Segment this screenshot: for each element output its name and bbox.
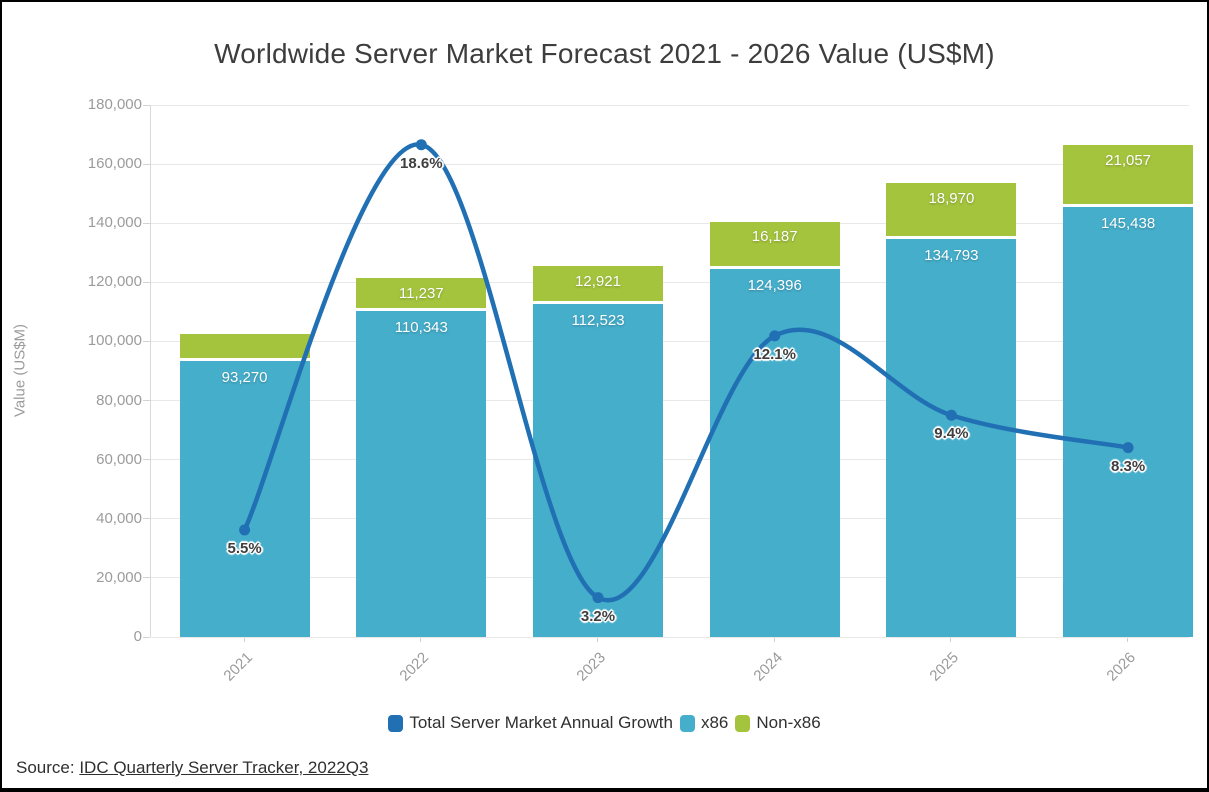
bar-value-label-x86: 124,396 (747, 277, 802, 295)
y-tick-label: 180,000 (87, 96, 142, 113)
legend-label-growth: Total Server Market Annual Growth (409, 713, 673, 732)
gridline (151, 281, 1189, 283)
growth-point (592, 592, 604, 604)
gridline (151, 163, 1189, 165)
chart-title: Worldwide Server Market Forecast 2021 - … (214, 38, 995, 69)
gridline (151, 577, 1189, 579)
bar-segment-non-x86 (1063, 144, 1194, 208)
legend-label-x86: x86 (700, 713, 729, 732)
bar-value-label-non-x86: 21,057 (1105, 151, 1152, 169)
gridline (151, 400, 1189, 402)
gridline (151, 340, 1189, 342)
source-prefix: Source: (16, 758, 80, 777)
bar-value-label-non-x86: 12,921 (575, 273, 621, 291)
growth-value-label: 8.3% (1110, 457, 1146, 475)
plot-area: 93,270 110,343 11,237 112,523 12,921 124,396 1… (150, 104, 1194, 638)
bar-value-label-x86: 112,523 (571, 312, 625, 330)
y-tick-mark (143, 577, 150, 579)
gridline (151, 636, 1189, 638)
y-tick-mark (143, 104, 150, 106)
bar-segment-non-x86 (533, 266, 663, 305)
legend-swatch-non-x86-icon (735, 714, 751, 732)
growth-value-label: 3.2% (580, 607, 616, 625)
bar-segment-non-x86 (709, 221, 840, 270)
bar-segment-non-x86 (886, 182, 1017, 239)
bar-value-label-x86: 110,343 (394, 318, 448, 336)
legend-swatch-growth-icon (388, 714, 404, 732)
gridline (151, 222, 1189, 224)
x-tick-mark (420, 637, 422, 642)
legend-item-growth: Total Server Market Annual Growth (388, 713, 673, 733)
y-tick-label: 100,000 (87, 332, 142, 350)
y-tick-mark (143, 222, 150, 224)
legend-label-non-x86: Non-x86 (756, 713, 821, 732)
x-tick-mark (597, 637, 598, 642)
growth-point (945, 409, 957, 421)
bar-segment-x86 (356, 310, 487, 637)
x-tick-mark (950, 637, 952, 642)
bar-value-label-non-x86: 16,187 (751, 228, 798, 246)
growth-point (769, 330, 781, 342)
y-tick-label: 120,000 (87, 273, 142, 291)
growth-value-label: 18.6% (400, 154, 443, 172)
source-note: Source: IDC Quarterly Server Tracker, 20… (16, 758, 368, 778)
y-tick-mark (143, 518, 150, 520)
x-tick-mark (243, 637, 245, 642)
y-tick-label: 60,000 (96, 450, 142, 468)
growth-point (239, 524, 251, 536)
growth-value-label: 5.5% (227, 539, 262, 557)
bar-value-label-x86: 134,793 (924, 246, 979, 264)
y-tick-label: 20,000 (96, 568, 142, 586)
bar-segment-non-x86 (356, 277, 487, 311)
bar-segment-x86 (533, 304, 663, 637)
y-tick-mark (143, 281, 150, 283)
legend-swatch-x86-icon (679, 714, 695, 732)
bar-value-label-non-x86: 18,970 (928, 189, 975, 207)
legend: Total Server Market Annual Growth x86 No… (2, 713, 1207, 733)
bar-value-label-non-x86: 11,237 (398, 284, 444, 302)
y-tick-mark (143, 636, 150, 638)
y-tick-mark (143, 400, 150, 402)
y-tick-label: 140,000 (87, 214, 142, 232)
legend-item-non-x86: Non-x86 (735, 713, 821, 733)
source-link[interactable]: IDC Quarterly Server Tracker, 2022Q3 (79, 758, 369, 777)
gridline (151, 459, 1189, 461)
y-tick-label: 160,000 (87, 155, 142, 173)
growth-point (415, 139, 427, 151)
growth-line (242, 142, 1131, 603)
gridline (151, 104, 1189, 106)
y-tick-mark (143, 163, 150, 165)
y-tick-label: 0 (133, 628, 142, 645)
bar-value-label-x86: 93,270 (221, 369, 268, 387)
growth-value-label: 9.4% (934, 425, 969, 443)
gridline (151, 518, 1189, 520)
y-tick-label: 80,000 (96, 391, 142, 409)
bar-value-label-x86: 145,438 (1100, 215, 1156, 233)
y-tick-mark (143, 340, 150, 342)
x-tick-mark (773, 637, 775, 642)
growth-point (1122, 442, 1134, 454)
x-tick-mark (1127, 637, 1129, 642)
y-tick-label: 40,000 (96, 509, 142, 527)
bar-segment-x86 (886, 238, 1017, 637)
bar-segment-x86 (1063, 207, 1194, 637)
growth-line-layer (239, 139, 1134, 604)
y-tick-mark (143, 459, 150, 461)
legend-item-x86: x86 (679, 713, 729, 733)
growth-value-label: 12.1% (753, 345, 796, 363)
bar-segment-non-x86 (179, 334, 310, 362)
